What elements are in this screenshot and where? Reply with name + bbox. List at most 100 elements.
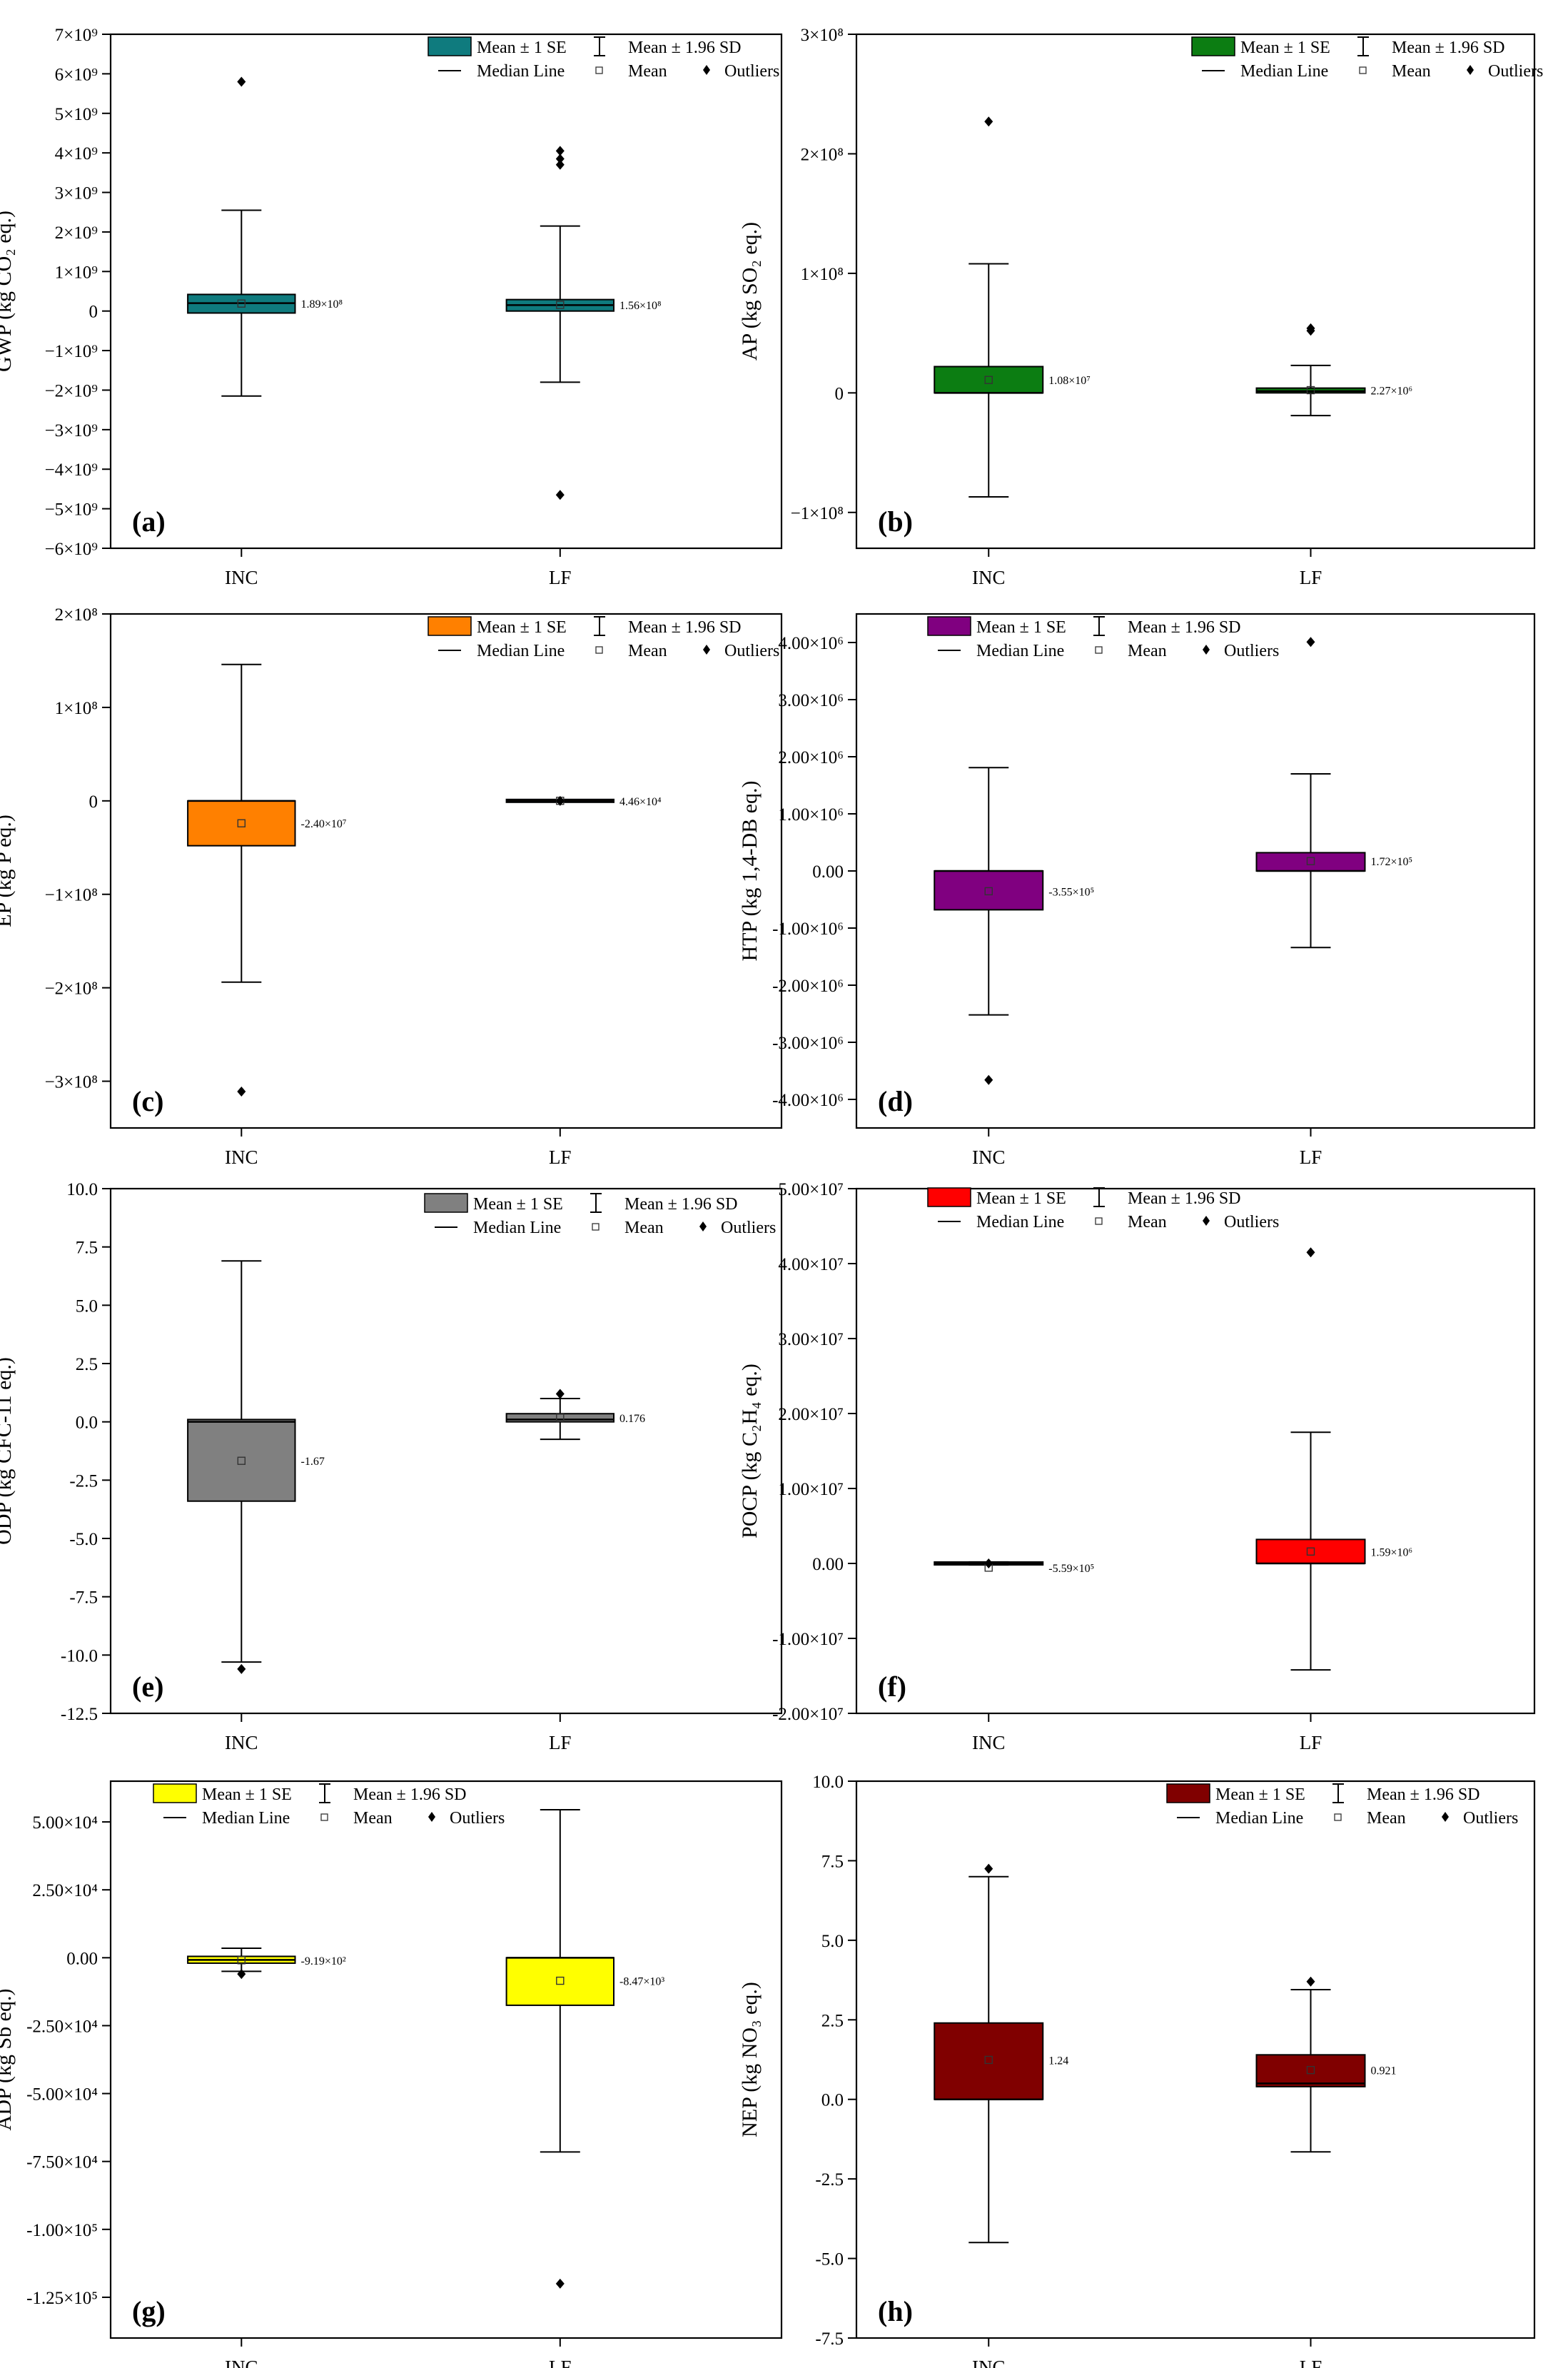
plot-frame (109, 613, 783, 1129)
y-tick-label: 0 (89, 303, 98, 322)
y-tick-label: 0.0 (821, 2091, 844, 2110)
y-tick-label: 1×10⁸ (801, 265, 844, 284)
y-tick-label: 1.00×10⁶ (778, 805, 844, 825)
x-tick-label: INC (972, 2357, 1006, 2368)
series-inc: -5.59×10⁵ (934, 1558, 1094, 1575)
legend-sd-label: Mean ± 1.96 SD (1128, 618, 1241, 637)
x-tick-label: INC (225, 567, 258, 588)
y-axis-label: NEP (kg NO₃ eq.) (738, 1982, 762, 2137)
legend-se-swatch (927, 1187, 971, 1207)
legend: Mean ± 1 SE Mean ± 1.96 SD Median Line Mean… (428, 36, 779, 81)
x-tick-label: LF (549, 1732, 572, 1753)
y-tick-label: 1×10⁹ (55, 263, 98, 282)
legend-se-label: Mean ± 1 SE (473, 1195, 563, 1214)
panel-label: (h) (878, 2295, 913, 2327)
y-tick-label: 3.00×10⁷ (778, 1330, 844, 1349)
legend-median-label: Median Line (976, 1213, 1064, 1231)
series-lf: 4.46×10⁴ (505, 796, 662, 808)
legend-mean-symbol (320, 1813, 328, 1821)
box (934, 2022, 1044, 2100)
legend: Mean ± 1 SE Mean ± 1.96 SD Median Line Mean… (1166, 1783, 1518, 1828)
y-tick-label: 2×10⁹ (55, 223, 98, 243)
box (934, 870, 1044, 911)
box (934, 366, 1044, 394)
outlier-point (1306, 1247, 1315, 1258)
plot-frame (109, 33, 783, 550)
x-tick-label: LF (1300, 567, 1322, 588)
legend-mean-symbol (1095, 646, 1103, 654)
legend-mean-label: Mean (624, 1219, 664, 1237)
legend: Mean ± 1 SE Mean ± 1.96 SD Median Line Mean… (927, 1187, 1279, 1231)
legend-outlier-symbol (1203, 1216, 1210, 1226)
legend-sd-label: Mean ± 1.96 SD (1392, 39, 1505, 57)
y-tick-label: -3.00×10⁶ (772, 1034, 844, 1053)
mean-marker (556, 301, 565, 309)
series-inc: -3.55×10⁵ (934, 767, 1094, 1085)
legend-mean-symbol (595, 66, 603, 74)
legend: Mean ± 1 SE Mean ± 1.96 SD Median Line Mean… (1191, 36, 1543, 81)
legend-median-label: Median Line (477, 62, 565, 81)
legend-outlier-symbol (1442, 1812, 1449, 1822)
outlier-point (237, 76, 246, 87)
y-tick-label: 2×10⁸ (55, 605, 98, 625)
y-tick-label: -4.00×10⁶ (772, 1091, 844, 1110)
y-tick-label: 5.00×10⁷ (778, 1180, 844, 1199)
mean-value-label: 1.56×10⁸ (619, 300, 662, 312)
y-tick-label: 5×10⁹ (55, 105, 98, 124)
mean-value-label: -3.55×10⁵ (1048, 886, 1094, 898)
y-tick-label: −4×10⁹ (45, 460, 98, 480)
outlier-point (555, 2278, 565, 2289)
mean-marker (1306, 857, 1315, 865)
mean-marker (556, 1414, 565, 1422)
panel-label: (c) (132, 1085, 163, 1117)
y-tick-label: 2.00×10⁶ (778, 748, 844, 767)
x-tick-label: LF (549, 567, 572, 588)
legend: Mean ± 1 SE Mean ± 1.96 SD Median Line Mean… (153, 1783, 505, 1828)
legend-outliers-label: Outliers (450, 1809, 505, 1828)
plot-frame (855, 33, 1536, 550)
legend-median-label: Median Line (202, 1809, 290, 1828)
y-tick-label: 5.0 (821, 1932, 844, 1951)
mean-value-label: -1.67 (301, 1456, 325, 1468)
series-lf: 2.27×10⁶ (1255, 323, 1412, 417)
y-axis-label: POCP (kg C₂H₄ eq.) (738, 1364, 762, 1538)
legend-outlier-symbol (1203, 645, 1210, 655)
mean-marker (1306, 2065, 1315, 2075)
series-inc: -2.40×10⁷ (187, 663, 346, 1097)
y-tick-label: 7.5 (76, 1239, 98, 1258)
y-tick-label: 2×10⁸ (801, 145, 844, 164)
legend-sd-label: Mean ± 1.96 SD (1367, 1785, 1480, 1804)
outlier-point (1306, 326, 1315, 336)
legend-mean-symbol (592, 1223, 600, 1231)
panel-f: 5.00×10⁷ 4.00×10⁷ 3.00×10⁷ 2.00×10⁷ 1.00×10⁷… (738, 1180, 1536, 1753)
panel-g: 5.00×10⁴ 2.50×10⁴ 0.00 -2.50×10⁴ -5.00×10⁴ -7… (0, 1780, 783, 2368)
mean-value-label: 1.08×10⁷ (1048, 375, 1091, 387)
y-tick-label: -1.00×10⁵ (26, 2221, 98, 2240)
y-tick-label: -5.0 (69, 1530, 98, 1549)
y-tick-label: −5×10⁹ (45, 500, 98, 520)
y-tick-label: -12.5 (61, 1705, 98, 1724)
legend-mean-label: Mean (1367, 1809, 1406, 1828)
y-tick-label: 5.00×10⁴ (32, 1813, 98, 1833)
legend: Mean ± 1 SE Mean ± 1.96 SD Median Line Mean… (927, 616, 1279, 660)
box (505, 1413, 614, 1423)
y-tick-label: −1×10⁸ (45, 886, 98, 905)
panel-label: (f) (878, 1671, 906, 1703)
series-inc: 1.89×10⁸ (187, 76, 343, 397)
panel-a: 7×10⁹ 6×10⁹ 5×10⁹ 4×10⁹ 3×10⁹ 2×10⁹ 1×10⁹ 0 −1×1… (0, 26, 783, 588)
mean-value-label: 1.72×10⁵ (1371, 856, 1413, 868)
y-tick-label: 0.00 (812, 1555, 844, 1574)
y-tick-label: 2.50×10⁴ (32, 1881, 98, 1900)
legend-outliers-label: Outliers (724, 642, 779, 660)
y-tick-label: -2.50×10⁴ (26, 2017, 98, 2036)
box (1255, 852, 1366, 872)
box (187, 1419, 296, 1502)
panel-label: (d) (878, 1085, 913, 1117)
outlier-point (555, 1389, 565, 1399)
x-tick-label: INC (972, 1732, 1006, 1753)
legend-se-label: Mean ± 1 SE (477, 39, 567, 57)
legend-sd-label: Mean ± 1.96 SD (628, 39, 742, 57)
legend-se-label: Mean ± 1 SE (1215, 1785, 1305, 1804)
y-axis-label: EP (kg P eq.) (0, 815, 16, 927)
series-inc: 1.08×10⁷ (934, 116, 1091, 498)
